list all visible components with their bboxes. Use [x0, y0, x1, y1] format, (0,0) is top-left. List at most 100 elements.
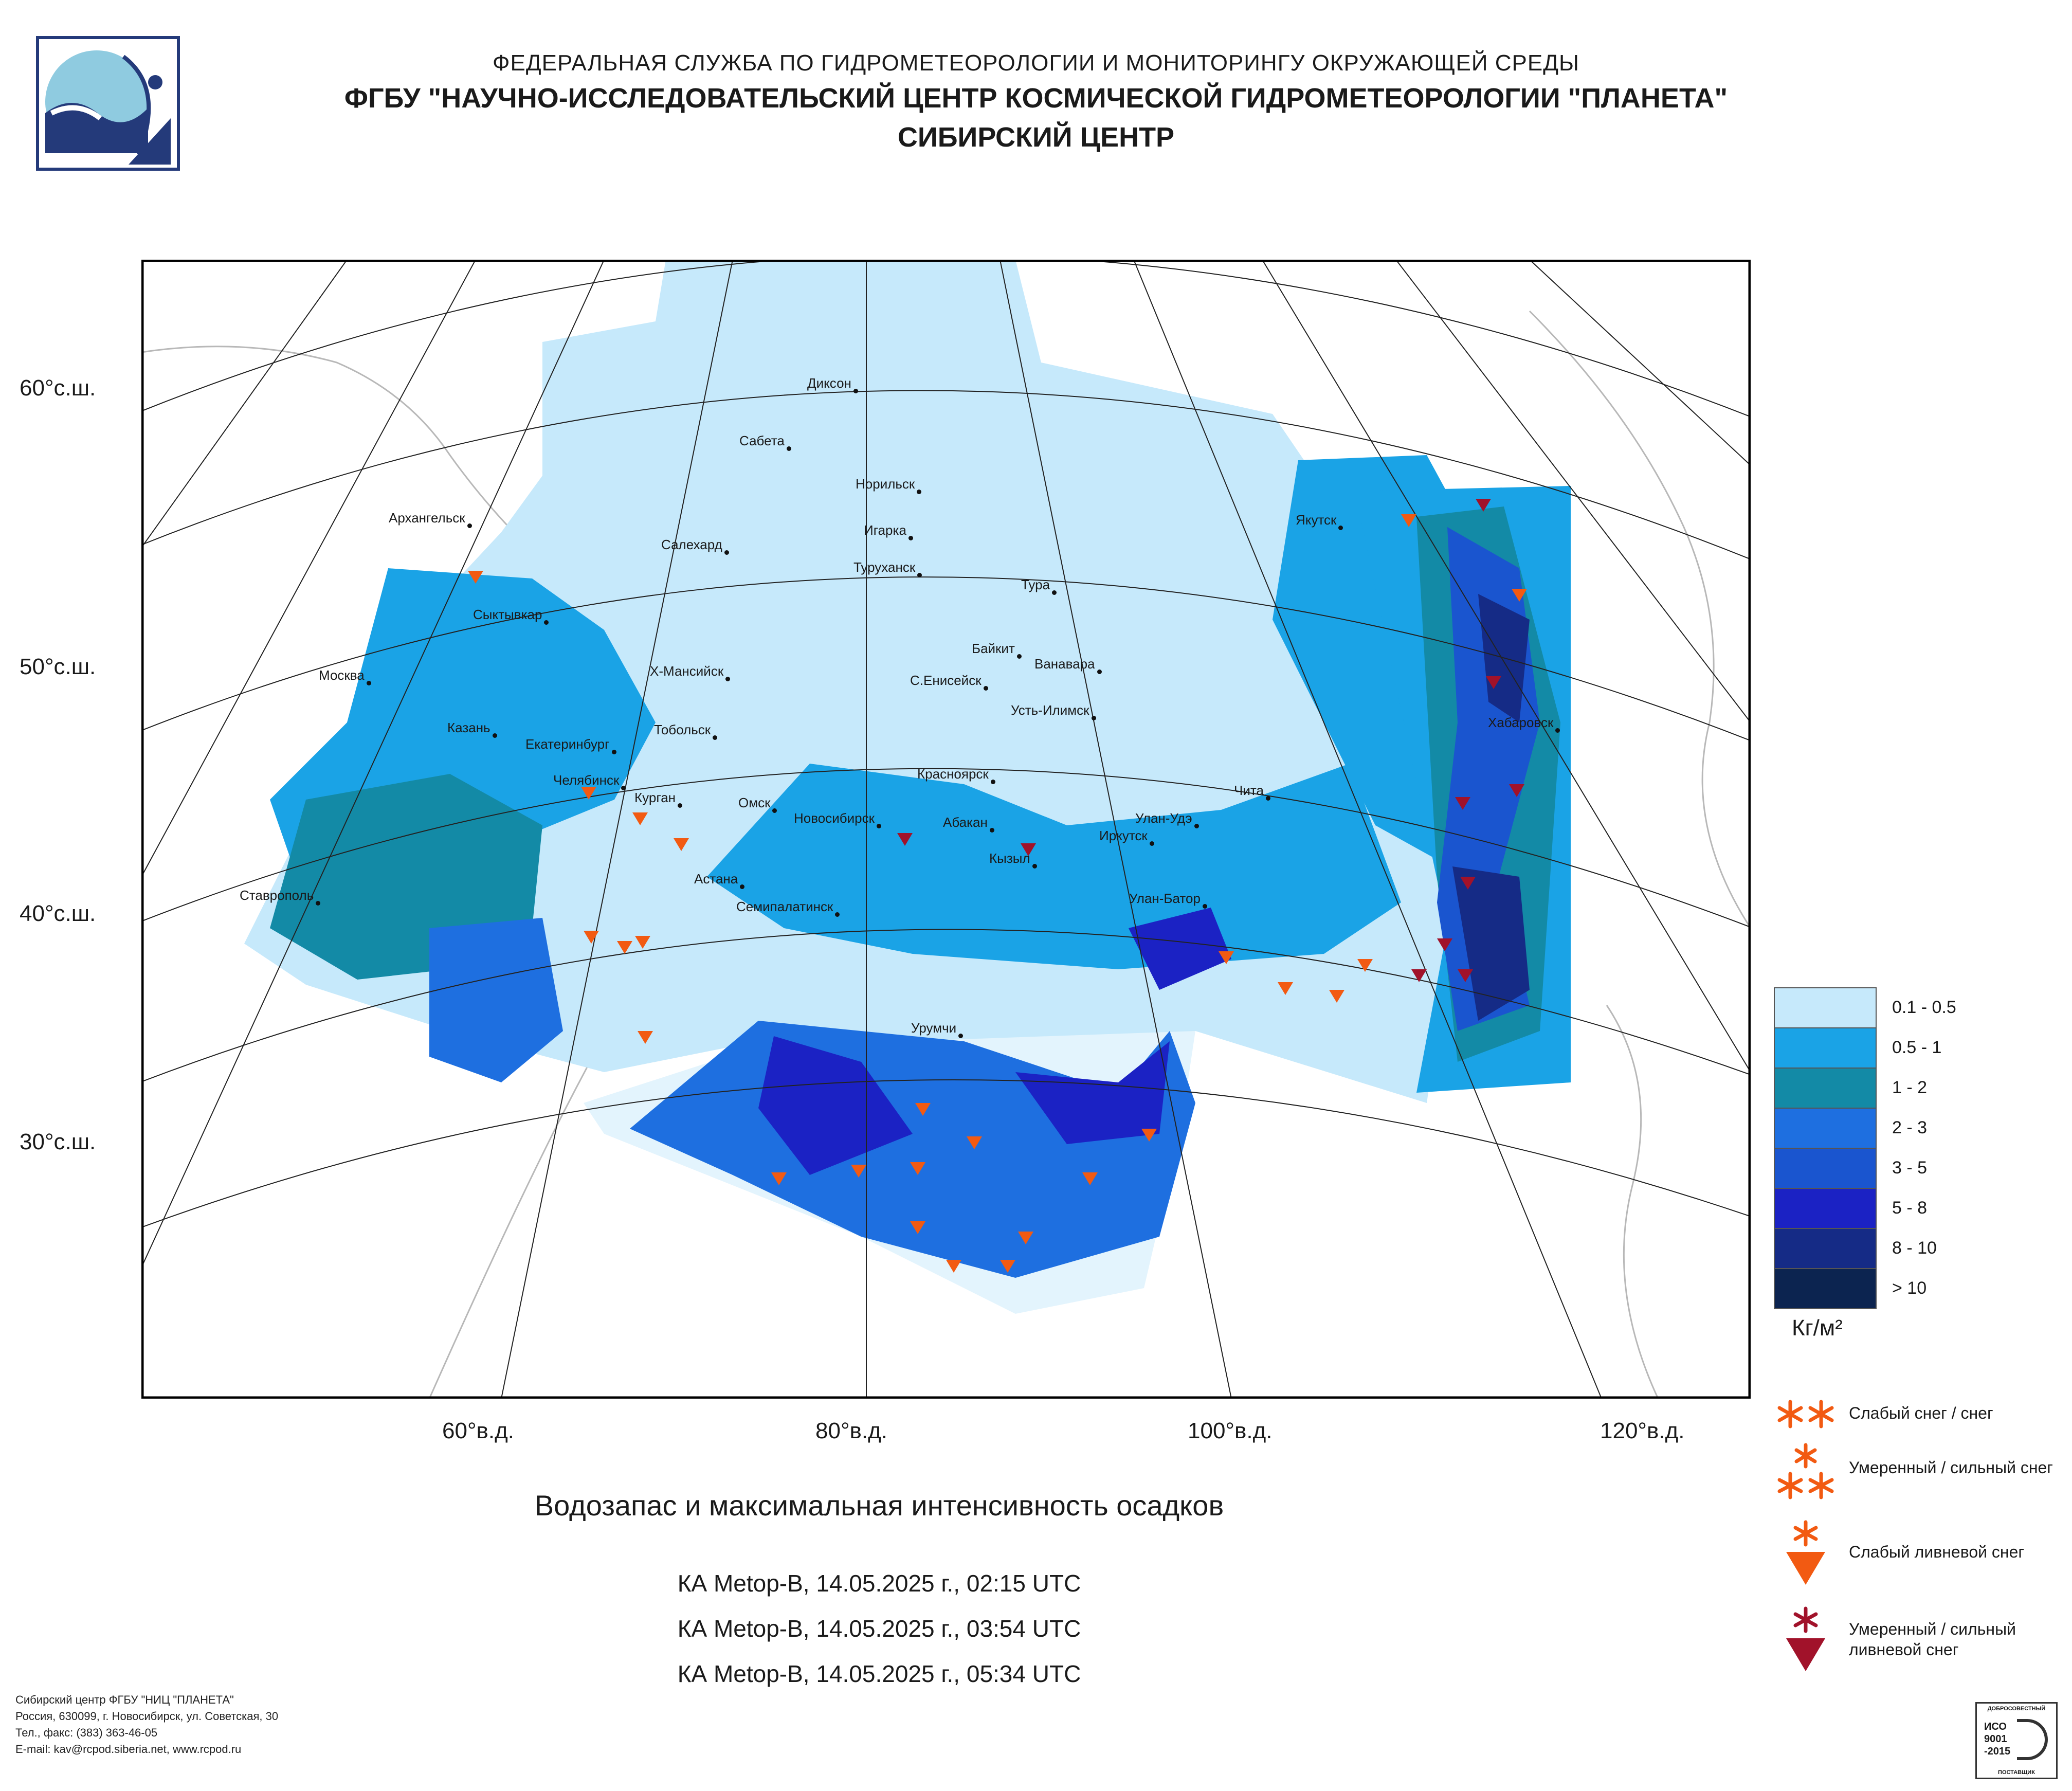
city-label: Х-Мансийск — [650, 663, 724, 679]
city-label: Игарка — [864, 522, 906, 538]
city-label: Екатеринбург — [525, 736, 610, 752]
city-label: Челябинск — [553, 772, 620, 788]
lat-label-50: 50°с.ш. — [20, 654, 96, 679]
city-dot — [621, 786, 626, 790]
pass-time-3: КА Metop-B, 14.05.2025 г., 05:34 UTC — [677, 1660, 1081, 1687]
badge-arc-icon — [2017, 1719, 2048, 1760]
city-label: Красноярск — [917, 766, 989, 782]
city-dot — [367, 681, 371, 685]
badge-bottom-text: ПОСТАВЩИК — [1998, 1769, 2035, 1776]
city-label: Улан-Батор — [1129, 891, 1201, 906]
city-dot — [1338, 526, 1343, 530]
city-label: Салехард — [661, 537, 722, 552]
legend-label: 0.5 - 1 — [1892, 1038, 1942, 1057]
legend-swatch-1 — [1774, 987, 1877, 1028]
city-label: Сыктывкар — [473, 607, 542, 622]
city-label: Байкит — [972, 641, 1015, 656]
pass-time-2: КА Metop-B, 14.05.2025 г., 03:54 UTC — [677, 1615, 1081, 1642]
symbol-label: Умеренный / сильный ливневой снег — [1849, 1620, 2016, 1659]
lon-label-100: 100°в.д. — [1188, 1418, 1273, 1443]
city-dot — [316, 901, 320, 906]
three-asterisks-icon — [1775, 1443, 1837, 1502]
asterisk-over-triangle-icon — [1785, 1606, 1826, 1676]
city-label: Москва — [319, 667, 365, 683]
lat-label-60: 60°с.ш. — [20, 375, 96, 401]
city-dot — [678, 803, 682, 808]
two-asterisks-icon — [1775, 1399, 1837, 1432]
city-dot — [1052, 590, 1057, 595]
symbol-label: Слабый снег / снег — [1849, 1404, 1993, 1422]
lon-label-60: 60°в.д. — [442, 1418, 515, 1443]
city-label: Норильск — [856, 476, 915, 492]
city-label: Тобольск — [654, 722, 711, 737]
city-label: Ванавара — [1034, 656, 1095, 672]
city-dot — [724, 550, 729, 555]
city-dot — [1555, 728, 1560, 733]
badge-iso-year: -2015 — [1984, 1746, 2011, 1757]
organization-title: ФГБУ "НАУЧНО-ИССЛЕДОВАТЕЛЬСКИЙ ЦЕНТР КОС… — [344, 83, 1728, 114]
legend-label: 8 - 10 — [1892, 1238, 1937, 1258]
legend-label: 5 - 8 — [1892, 1198, 1928, 1218]
city-dot — [1097, 670, 1102, 674]
city-dot — [787, 446, 791, 451]
legend-label: 1 - 2 — [1892, 1078, 1928, 1097]
legend-unit: Кг/м² — [1792, 1315, 1843, 1341]
legend-label: 2 - 3 — [1892, 1118, 1928, 1137]
asterisk-over-triangle-icon — [1785, 1520, 1826, 1589]
legend-swatch-5 — [1774, 1148, 1877, 1189]
snow-shower-marks — [468, 514, 1527, 1273]
lon-label-80: 80°в.д. — [815, 1418, 888, 1443]
agency-title: ФЕДЕРАЛЬНАЯ СЛУЖБА ПО ГИДРОМЕТЕОРОЛОГИИ … — [493, 50, 1579, 76]
badge-iso-number: 9001 — [1984, 1733, 2007, 1745]
city-dot — [991, 780, 995, 784]
city-label: Чита — [1234, 783, 1264, 798]
city-label: Урумчи — [911, 1020, 957, 1036]
contact-footer: Сибирский центр ФГБУ "НИЦ "ПЛАНЕТА" Росс… — [15, 1692, 278, 1758]
city-label: Казань — [447, 720, 490, 735]
city-dot — [1092, 716, 1096, 720]
iso-badge: ДОБРОСОВЕСТНЫЙ ИСО 9001 -2015 ПОСТАВЩИК — [1975, 1702, 2058, 1779]
legend-swatch-2 — [1774, 1027, 1877, 1069]
city-label: Хабаровск — [1488, 715, 1554, 730]
city-dot — [1203, 904, 1207, 909]
lat-label-30: 30°с.ш. — [20, 1129, 96, 1154]
lat-label-40: 40°с.ш. — [20, 901, 96, 926]
city-dot — [1266, 796, 1270, 801]
legend-swatch-3 — [1774, 1068, 1877, 1109]
city-label: Курган — [634, 790, 676, 805]
city-dot — [467, 523, 472, 528]
heavy-snow-shower-marks — [897, 499, 1524, 982]
city-dot — [917, 573, 922, 577]
planeta-logo — [36, 36, 180, 171]
legend-swatch-8 — [1774, 1268, 1877, 1309]
city-dot — [835, 912, 840, 917]
city-label: Кызыл — [989, 851, 1030, 866]
city-label: Якутск — [1296, 512, 1337, 528]
center-title: СИБИРСКИЙ ЦЕНТР — [897, 122, 1175, 153]
city-label: Тура — [1021, 577, 1050, 592]
city-label: Астана — [694, 871, 738, 887]
city-dot — [493, 733, 497, 738]
legend-swatch-7 — [1774, 1228, 1877, 1269]
city-label: Омск — [738, 795, 771, 810]
city-dot — [984, 686, 988, 691]
city-label: Диксон — [807, 375, 851, 391]
city-label: Улан-Удэ — [1135, 810, 1192, 826]
city-label: Новосибирск — [794, 810, 875, 826]
city-label: Ставрополь — [240, 888, 314, 903]
city-label: Иркутск — [1099, 828, 1148, 843]
city-dot — [725, 677, 730, 681]
legend-label: 3 - 5 — [1892, 1158, 1928, 1178]
city-dot — [1194, 824, 1199, 828]
city-dot — [877, 824, 881, 828]
city-dot — [1032, 864, 1037, 869]
city-label: С.Енисейск — [910, 673, 982, 688]
pass-time-1: КА Metop-B, 14.05.2025 г., 02:15 UTC — [677, 1570, 1081, 1597]
lon-label-120: 120°в.д. — [1600, 1418, 1685, 1443]
city-dot — [1150, 841, 1154, 846]
map-panel — [140, 259, 1752, 1400]
footer-line: Россия, 630099, г. Новосибирск, ул. Сове… — [15, 1710, 279, 1723]
badge-top-text: ДОБРОСОВЕСТНЫЙ — [1987, 1706, 2046, 1712]
city-dot — [544, 620, 549, 625]
city-dot — [612, 750, 616, 754]
